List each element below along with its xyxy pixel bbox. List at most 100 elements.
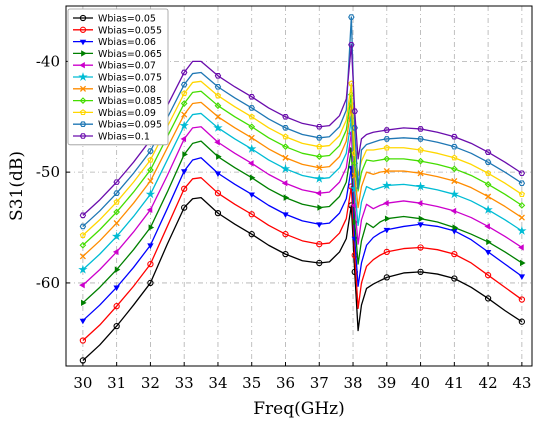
- legend-label: Wbias=0.1: [98, 132, 150, 143]
- data-point: [79, 133, 87, 139]
- data-point: [182, 151, 188, 158]
- data-point: [147, 243, 154, 249]
- data-point: [214, 92, 222, 99]
- legend-item: Wbias=0.06: [73, 37, 156, 48]
- legend-item: Wbias=0.065: [73, 49, 162, 60]
- series-line: [82, 44, 523, 216]
- legend-box: [67, 8, 169, 146]
- data-point: [181, 111, 188, 118]
- x-tick-label: 37: [310, 374, 329, 392]
- plot-frame: [65, 5, 533, 367]
- data-point: [79, 281, 85, 289]
- data-point: [282, 125, 289, 131]
- x-tick-label: 32: [141, 374, 160, 392]
- data-point: [248, 231, 255, 238]
- data-point: [79, 223, 87, 230]
- data-point: [484, 250, 492, 256]
- data-point: [79, 26, 87, 33]
- data-point: [451, 133, 458, 140]
- data-point: [451, 250, 458, 258]
- series-Wbias=0.05: [79, 196, 526, 364]
- legend-item: Wbias=0.075: [73, 72, 162, 84]
- data-point: [113, 190, 120, 196]
- data-point: [248, 123, 256, 131]
- data-point: [79, 337, 87, 344]
- data-point: [518, 214, 525, 221]
- data-point: [248, 192, 255, 199]
- x-tick-label: 42: [479, 374, 498, 392]
- data-point: [352, 218, 359, 226]
- data-point: [248, 160, 254, 167]
- data-point: [382, 180, 392, 190]
- legend-label: Wbias=0.05: [98, 14, 156, 25]
- x-tick-label: 35: [242, 374, 261, 392]
- data-point: [315, 189, 322, 197]
- data-point: [520, 259, 526, 267]
- data-point: [214, 113, 222, 120]
- x-tick-label: 40: [411, 374, 430, 392]
- data-point: [79, 14, 87, 22]
- data-point: [114, 266, 121, 273]
- data-point: [316, 143, 323, 150]
- series-line: [82, 177, 523, 341]
- legend-item: Wbias=0.055: [73, 25, 162, 36]
- data-point: [113, 179, 120, 185]
- data-point: [417, 136, 424, 142]
- y-axis-label: S31(dB): [7, 151, 27, 221]
- series-Wbias=0.095: [79, 14, 526, 230]
- data-point: [316, 259, 323, 267]
- series-line: [82, 157, 523, 322]
- data-point: [111, 231, 122, 241]
- data-point: [112, 248, 119, 256]
- data-point: [248, 134, 255, 141]
- data-point: [450, 207, 457, 215]
- data-point: [282, 133, 289, 140]
- data-point: [415, 181, 426, 191]
- data-point: [113, 303, 120, 310]
- data-point: [314, 173, 324, 183]
- legend: Wbias=0.05Wbias=0.055Wbias=0.06Wbias=0.0…: [67, 8, 169, 146]
- data-point: [348, 41, 355, 48]
- data-point: [452, 224, 459, 231]
- data-point: [484, 295, 492, 302]
- x-tick-label: 31: [107, 374, 126, 392]
- series-line: [82, 16, 523, 227]
- data-point: [180, 169, 188, 175]
- x-tick-label: 38: [343, 374, 362, 392]
- data-point: [180, 69, 188, 76]
- legend-label: Wbias=0.08: [98, 84, 156, 95]
- data-point: [147, 177, 154, 185]
- x-tick-label: 33: [175, 374, 194, 392]
- data-point: [181, 90, 188, 97]
- data-point: [315, 153, 323, 161]
- data-point: [113, 220, 120, 227]
- data-point: [214, 190, 222, 197]
- data-point: [417, 268, 424, 275]
- y-tick-label: -50: [36, 163, 60, 181]
- series-line: [82, 101, 523, 257]
- data-point: [518, 202, 526, 209]
- data-point: [417, 244, 424, 251]
- series-line: [82, 80, 523, 236]
- data-point: [384, 215, 391, 222]
- data-point: [79, 121, 87, 127]
- data-point: [78, 72, 88, 81]
- x-tick-label: 30: [73, 374, 92, 392]
- axes: 30 31 32 33 34 35 36 37 38 39 40 41 42 43 -40 -50 -60: [36, 52, 532, 392]
- data-point: [281, 180, 288, 187]
- data-point: [484, 272, 492, 279]
- data-point: [417, 222, 424, 228]
- data-point: [383, 199, 389, 207]
- series-Wbias=0.055: [79, 177, 526, 344]
- data-point: [350, 183, 360, 193]
- x-tick-label: 36: [276, 374, 295, 392]
- data-point: [451, 177, 458, 185]
- data-point: [518, 296, 526, 303]
- data-point: [484, 159, 492, 165]
- data-point: [249, 174, 256, 181]
- data-point: [79, 61, 85, 69]
- data-point: [216, 153, 222, 160]
- series-line: [82, 196, 523, 361]
- data-point: [282, 212, 289, 218]
- data-point: [351, 108, 358, 115]
